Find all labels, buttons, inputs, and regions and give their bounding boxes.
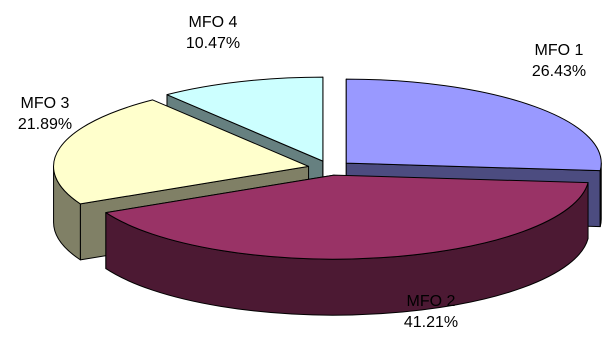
slice-percent-mfo-1: 26.43% [531, 63, 587, 80]
slice-name-mfo-2: MFO 2 [406, 293, 456, 310]
pie-slice-top [345, 78, 602, 172]
slice-name-mfo-4: MFO 4 [188, 14, 238, 31]
slice-label-mfo-2: MFO 2 41.21% [404, 291, 458, 333]
pie-slice-top [166, 76, 324, 162]
pie-slice-top [53, 99, 310, 205]
pie-slice-wall [599, 162, 602, 228]
slice-label-mfo-3: MFO 3 21.89% [18, 93, 72, 135]
slice-name-mfo-1: MFO 1 [534, 42, 584, 59]
slice-label-mfo-1: MFO 1 26.43% [532, 40, 586, 82]
pie-slice-mfo-2 [105, 174, 589, 316]
pie-slice-top [105, 174, 589, 260]
slice-label-mfo-4: MFO 4 10.47% [186, 12, 240, 54]
slice-name-mfo-3: MFO 3 [20, 95, 70, 112]
slice-percent-mfo-4: 10.47% [185, 35, 241, 52]
slice-percent-mfo-2: 41.21% [403, 314, 459, 331]
slice-percent-mfo-3: 21.89% [17, 116, 73, 133]
